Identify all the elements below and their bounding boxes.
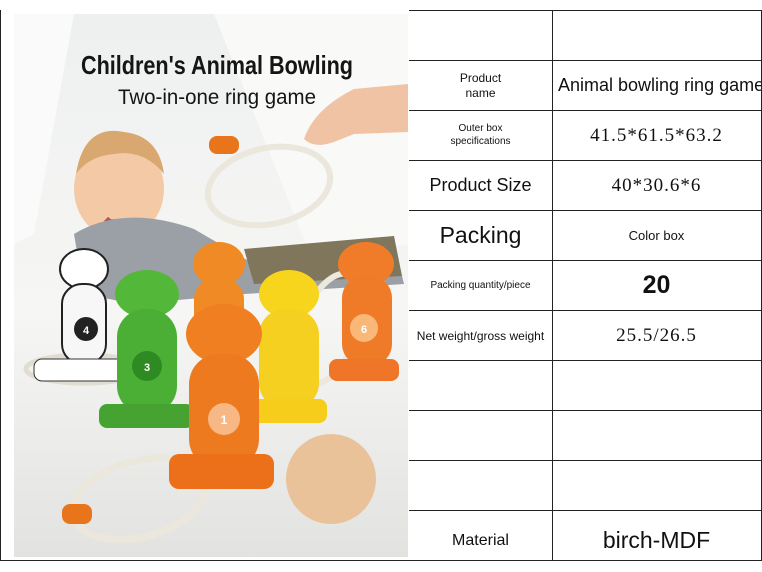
row-label: Outer box specifications xyxy=(409,111,553,161)
outer-frame xyxy=(0,10,762,561)
pin-number: 4 xyxy=(83,325,90,337)
empty-cell xyxy=(409,361,553,411)
row-value: 20 xyxy=(552,261,762,311)
bear-pin xyxy=(329,242,399,381)
row-label: Packing quantity/piece xyxy=(409,261,553,311)
row-value: 25.5/26.5 xyxy=(552,311,762,361)
row-value: 40*30.6*6 xyxy=(552,161,762,211)
panda-pin xyxy=(33,248,130,382)
row-label: Product name xyxy=(409,61,553,111)
image-title: Children's Animal Bowling xyxy=(81,50,353,80)
row-label: Material xyxy=(409,511,553,561)
row-label: Net weight/gross weight xyxy=(409,311,553,361)
tiger-pin-front xyxy=(169,304,274,489)
row-value: birch-MDF xyxy=(552,511,762,561)
row-value: 41.5*61.5*63.2 xyxy=(552,111,762,161)
empty-cell xyxy=(409,411,553,461)
empty-cell xyxy=(552,11,762,61)
product-image: 4 3 1 6 Children's Animal Bowling Two-in… xyxy=(14,14,408,557)
image-subtitle: Two-in-one ring game xyxy=(118,86,316,109)
row-value: Color box xyxy=(552,211,762,261)
row-label: Product Size xyxy=(409,161,553,211)
yellow-pin xyxy=(252,270,327,423)
empty-cell xyxy=(409,461,553,511)
pin-number: 1 xyxy=(221,413,228,427)
pin-number: 3 xyxy=(144,362,150,374)
frog-pin xyxy=(99,270,194,428)
table-top xyxy=(409,10,762,11)
row-label: Packing xyxy=(409,211,553,261)
empty-cell xyxy=(409,11,553,61)
empty-cell xyxy=(552,411,762,461)
row-value: Animal bowling ring game xyxy=(552,61,762,111)
empty-cell xyxy=(552,461,762,511)
pin-number: 6 xyxy=(361,324,367,336)
empty-cell xyxy=(552,361,762,411)
